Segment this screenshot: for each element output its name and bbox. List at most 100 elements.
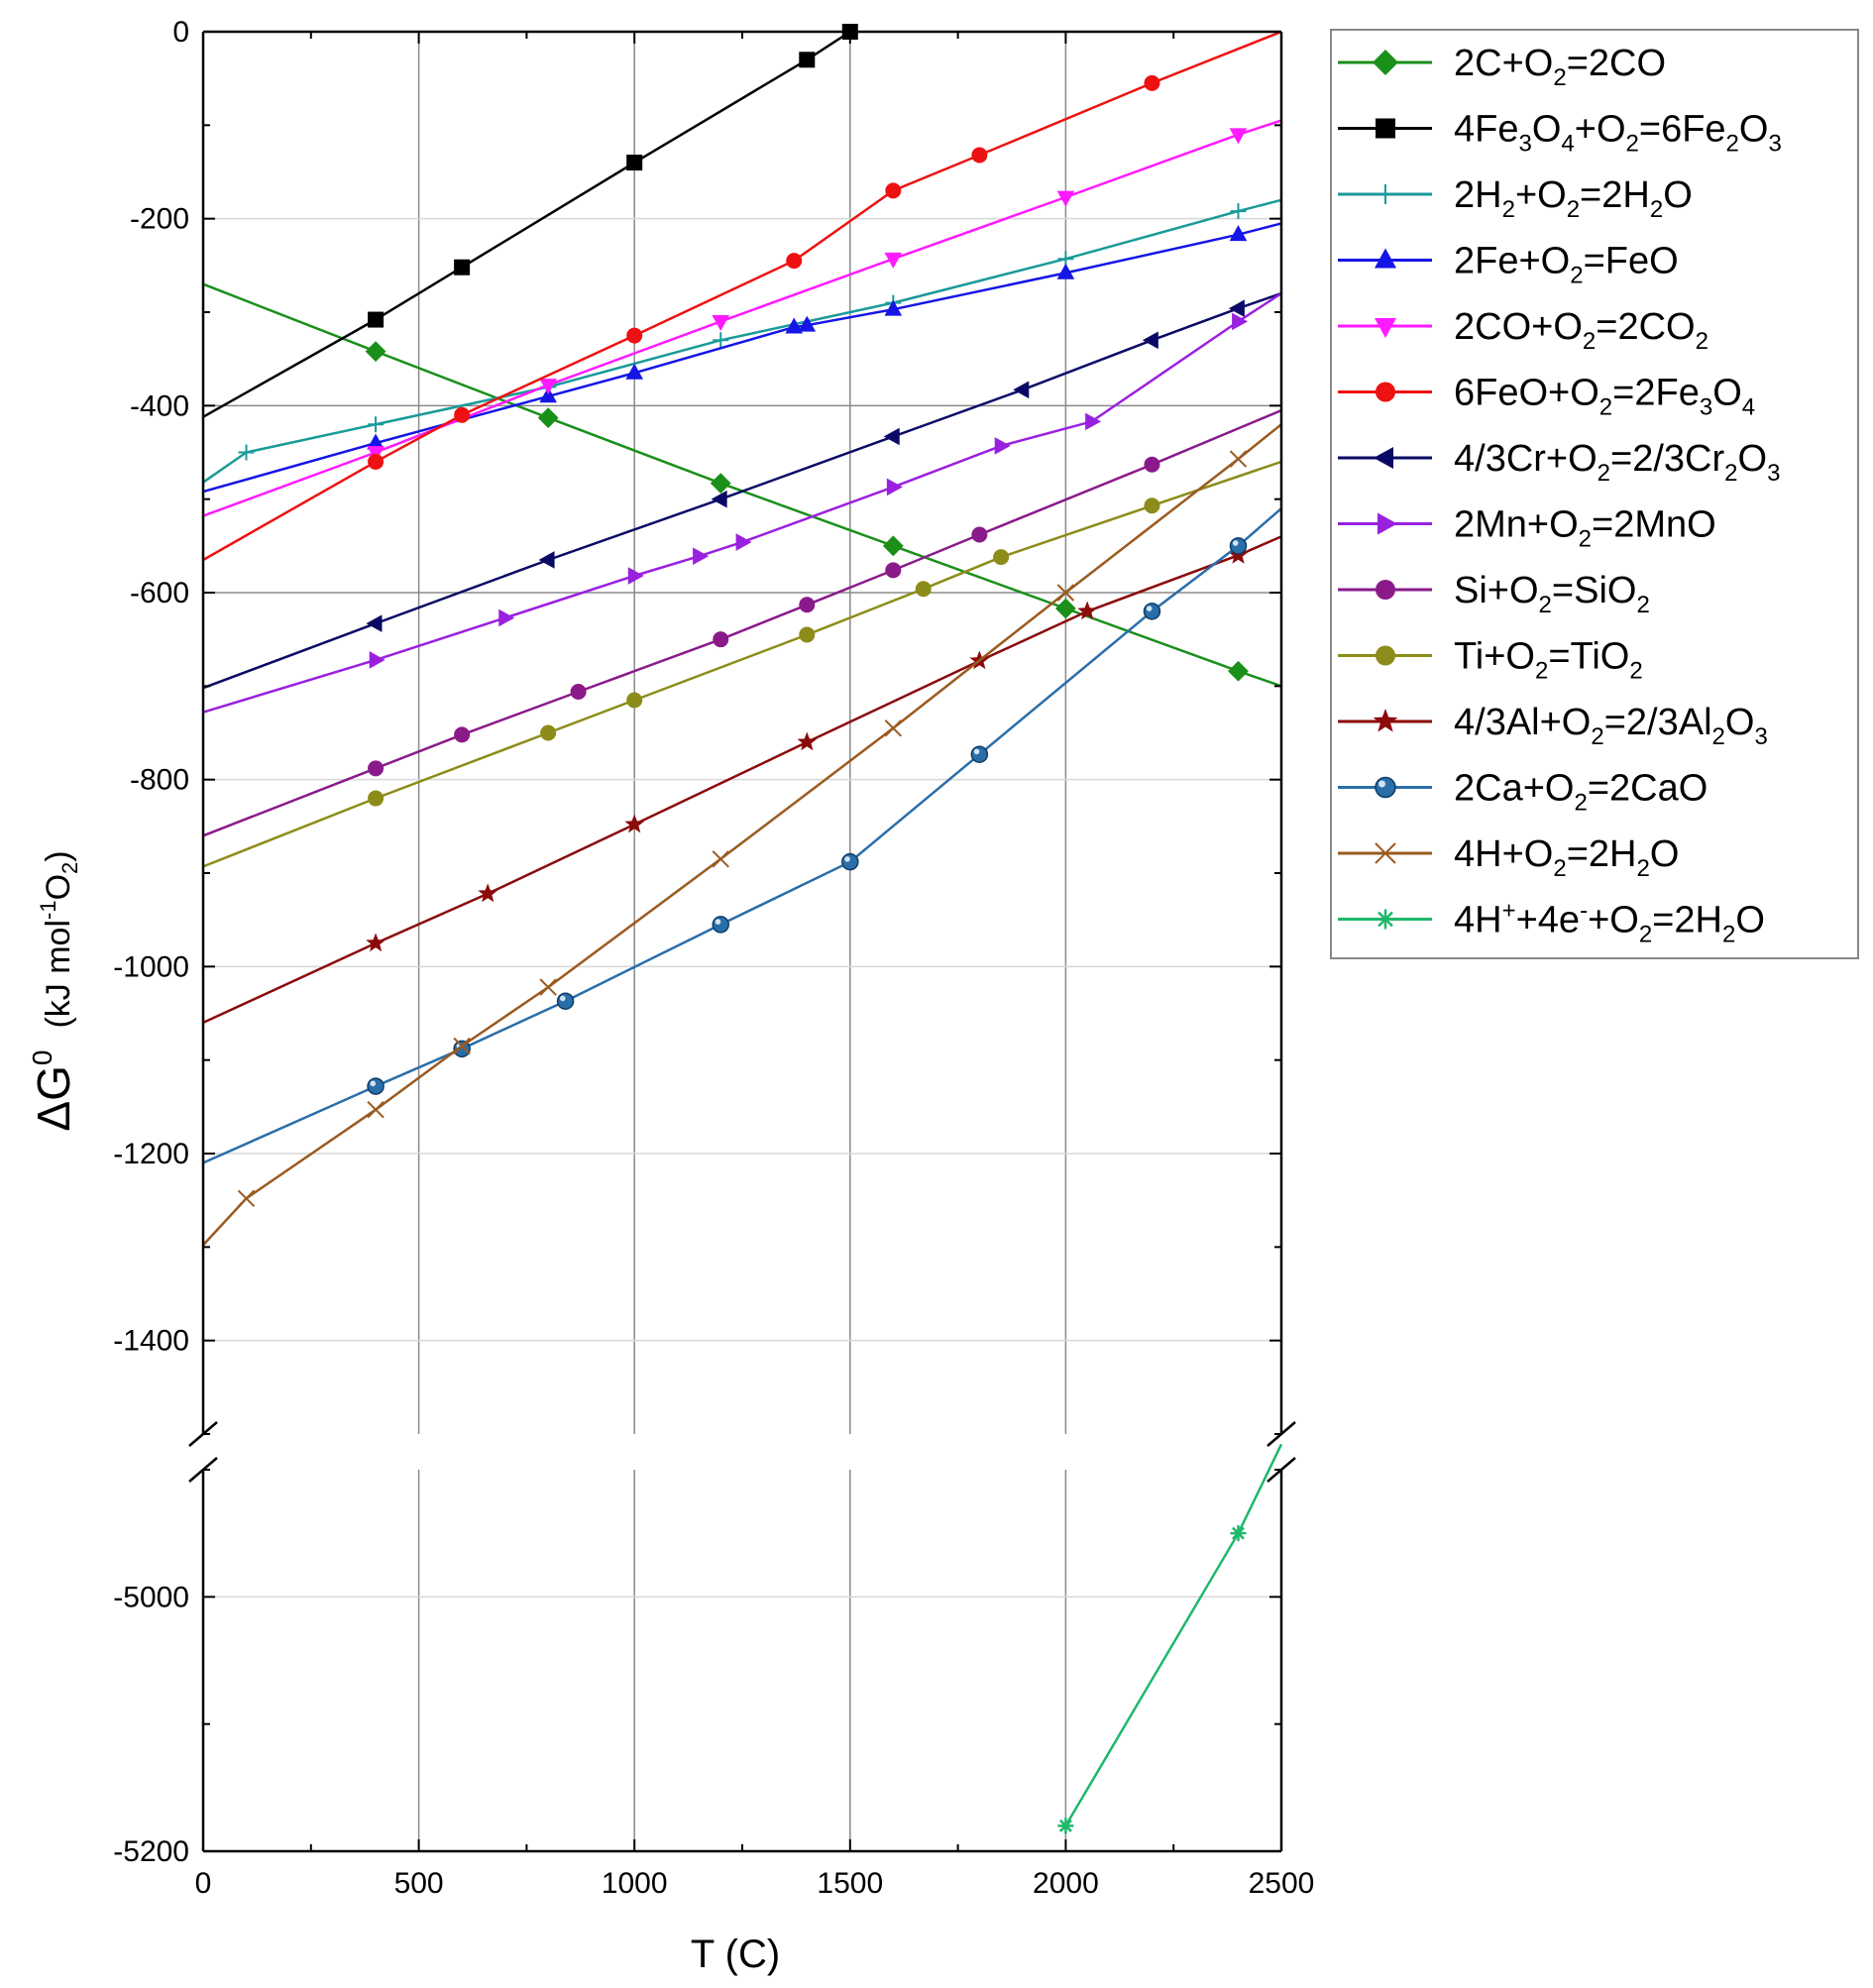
legend-label-part: 2: [1574, 790, 1587, 817]
series-line: [202, 408, 1282, 837]
data-point-circle: [368, 790, 385, 807]
x-tick-label: 500: [394, 1867, 444, 1900]
data-point-plus: [368, 416, 385, 433]
data-point-circle: [368, 760, 385, 777]
data-point-triangle-down: [1056, 190, 1075, 207]
y-tick-label: -800: [130, 764, 189, 797]
legend-box: [1330, 29, 1859, 959]
data-point-ball: [367, 1077, 385, 1095]
legend-item: 4/3Cr+O2=2/3Cr2O3: [1338, 438, 1780, 487]
series-line: [202, 30, 851, 418]
data-point-highlight: [715, 919, 721, 925]
x-tick-label: 1500: [817, 1867, 883, 1900]
series-12: [202, 507, 1282, 1164]
series-4: [202, 222, 1282, 494]
y-tick-label: 0: [172, 16, 189, 49]
legend-label-part: =2/3Cr: [1610, 438, 1724, 480]
y-axis-symbol-sup: 0: [27, 1050, 57, 1066]
legend-label-part: 4H: [1454, 900, 1502, 941]
data-point-triangle-left: [1374, 447, 1393, 469]
data-point-circle: [540, 724, 557, 741]
legend-label-part: O: [1735, 900, 1765, 941]
y-axis-title: ΔG0 (kJ mol-1O2): [27, 850, 82, 1131]
data-point-diamond: [1373, 50, 1398, 75]
svg-text:ΔG0(kJ mol-1O2): ΔG0 (kJ mol-1O2): [27, 850, 82, 1131]
data-point-circle: [885, 182, 902, 199]
legend-label-part: =2MnO: [1592, 504, 1716, 546]
data-point-circle: [713, 631, 729, 648]
data-point-highlight: [1232, 540, 1239, 546]
legend-label-part: 2Mn+O: [1454, 504, 1579, 546]
legend-label-part: =2CaO: [1588, 768, 1708, 810]
data-point-star: [797, 731, 818, 751]
series-8: [202, 292, 1282, 714]
legend-item: 2Ca+O2=2CaO: [1338, 768, 1708, 817]
legend-label-part: 6FeO+O: [1454, 373, 1599, 414]
data-point-star: [624, 814, 645, 833]
series-2: [202, 24, 858, 418]
data-point-triangle-down: [712, 315, 730, 332]
legend-label-part: Si+O: [1454, 570, 1539, 611]
data-point-square: [454, 259, 471, 276]
legend-label-part: =TiO: [1548, 636, 1629, 678]
data-point-plus: [713, 332, 729, 349]
legend-label-part: 2: [1599, 394, 1612, 421]
data-point-circle: [915, 581, 932, 598]
data-point-triangle-up: [625, 363, 643, 380]
series-14: [1057, 1443, 1283, 1834]
data-point-circle: [1144, 497, 1160, 514]
data-point-circle: [1376, 382, 1395, 402]
y-axis-symbol: ΔG: [28, 1065, 79, 1132]
data-point-asterisk: [1230, 1525, 1247, 1542]
legend-label-part: =2CO: [1567, 43, 1666, 84]
legend-label-part: 2: [1553, 855, 1566, 882]
series-6: [202, 30, 1282, 562]
legend-label-part: O: [1663, 174, 1693, 216]
legend-label-part: 2: [1724, 460, 1737, 487]
data-point-circle: [971, 526, 988, 543]
y-tick-label: -600: [130, 577, 189, 609]
legend-label-part: 2: [1539, 592, 1552, 618]
data-point-circle: [799, 626, 816, 643]
legend-label-part: 2Fe+O: [1454, 241, 1570, 282]
legend-label-part: =2CO: [1596, 306, 1695, 348]
series-line: [1064, 1443, 1283, 1826]
data-point-star: [1077, 601, 1098, 620]
series-line: [202, 222, 1282, 494]
data-point-triangle-left: [1142, 331, 1158, 350]
data-point-star: [366, 933, 386, 952]
data-point-x: [237, 1189, 256, 1207]
axes: [188, 30, 1296, 1853]
legend-item: 4H++4e-+O2=2H2O: [1338, 898, 1765, 948]
legend-label-part: O: [1739, 109, 1769, 151]
legend-label-part: 3: [1767, 460, 1780, 487]
data-point-ball: [556, 992, 575, 1010]
legend-label-part: 2: [1712, 723, 1725, 750]
data-point-star: [478, 883, 498, 903]
legend-label-part: +O: [1515, 174, 1567, 216]
data-point-ball: [1375, 776, 1396, 799]
legend-label-part: 2: [1629, 658, 1642, 685]
legend-label-part: Ti+O: [1454, 636, 1535, 678]
data-point-highlight: [973, 748, 980, 755]
legend-item: 2C+O2=2CO: [1338, 43, 1666, 91]
legend-item: 4/3Al+O2=2/3Al2O3: [1338, 702, 1768, 750]
tick-labels: 0 500 1000 1500 2000 2500 0 -200 -400 -600 -800 -10…: [113, 16, 1314, 1900]
legend-label: 2Fe+O2=FeO: [1454, 241, 1679, 289]
legend-item: 6FeO+O2=2Fe3O4: [1338, 373, 1755, 421]
legend: 2C+O2=2CO4Fe3O4+O2=6Fe2O32H2+O2=2H2O2Fe+…: [1330, 29, 1859, 959]
legend-label-part: =2/3Al: [1604, 702, 1712, 743]
data-point-square: [1376, 118, 1395, 139]
data-point-x: [712, 850, 729, 868]
legend-label: Ti+O2=TiO2: [1454, 636, 1643, 685]
data-point-x: [453, 1037, 471, 1055]
series-line: [202, 282, 1282, 688]
data-point-triangle-left: [1228, 299, 1245, 318]
series-line: [202, 423, 1282, 1247]
legend-item: 4H+O2=2H2O: [1338, 833, 1679, 882]
data-point-triangle-right: [994, 437, 1011, 455]
legend-item: 2Mn+O2=2MnO: [1338, 504, 1716, 553]
y-tick-label: -400: [130, 389, 189, 422]
data-point-circle: [454, 406, 471, 423]
legend-label-part: 4/3Al+O: [1454, 702, 1591, 743]
